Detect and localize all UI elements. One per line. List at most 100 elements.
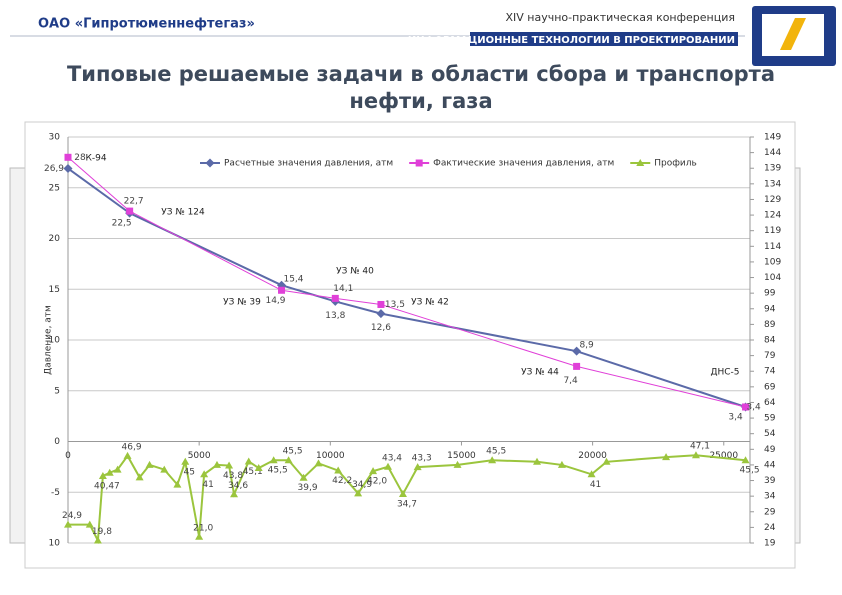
data-label: 42,2 bbox=[332, 476, 352, 486]
annotation: К-94 bbox=[85, 154, 106, 164]
data-label: 41 bbox=[590, 480, 601, 490]
data-label: 46,9 bbox=[122, 442, 142, 452]
data-label: 45,5 bbox=[740, 466, 760, 476]
data-label: 7,4 bbox=[563, 376, 578, 386]
company: ОАО «Гипротюменнефтегаз» bbox=[38, 17, 255, 32]
data-label: 12,6 bbox=[371, 323, 391, 333]
data-label: 14,1 bbox=[333, 284, 353, 294]
data-label: 26,9 bbox=[44, 164, 64, 174]
y2-tick-label: 19 bbox=[764, 539, 776, 549]
data-label: 3,4 bbox=[728, 412, 743, 422]
chart-area bbox=[24, 121, 796, 569]
marker bbox=[691, 451, 700, 459]
data-label: 47,1 bbox=[690, 442, 710, 452]
y2-tick-label: 34 bbox=[764, 492, 776, 502]
x-tick-label: 20000 bbox=[578, 451, 607, 461]
series-line bbox=[68, 454, 746, 545]
y2-tick-label: 29 bbox=[764, 507, 776, 517]
marker bbox=[741, 456, 750, 464]
data-label: 13,8 bbox=[325, 311, 345, 321]
marker bbox=[195, 532, 204, 540]
y2-tick-label: 59 bbox=[764, 414, 776, 424]
marker bbox=[376, 309, 386, 319]
topic-band bbox=[470, 32, 738, 46]
marker bbox=[662, 453, 671, 461]
marker bbox=[123, 451, 132, 459]
x-tick-label: 10000 bbox=[316, 451, 345, 461]
logo-mark bbox=[780, 18, 806, 50]
y2-tick-label: 134 bbox=[764, 179, 781, 189]
marker bbox=[200, 470, 209, 478]
marker bbox=[93, 536, 102, 544]
y2-tick-label: 114 bbox=[764, 242, 781, 252]
y2-tick-label: 99 bbox=[764, 289, 776, 299]
data-label: 40,47 bbox=[94, 481, 120, 491]
marker bbox=[384, 462, 393, 470]
marker bbox=[572, 346, 582, 356]
data-label: 45,5 bbox=[268, 466, 288, 476]
y2-tick-label: 44 bbox=[764, 460, 776, 470]
y-tick-label: 30 bbox=[49, 133, 61, 143]
legend-label: Профиль bbox=[654, 159, 697, 169]
y2-tick-label: 119 bbox=[764, 226, 781, 236]
y2-tick-label: 129 bbox=[764, 195, 781, 205]
marker bbox=[284, 456, 293, 464]
legend-marker bbox=[205, 158, 215, 168]
y2-tick-label: 94 bbox=[764, 304, 776, 314]
marker bbox=[299, 473, 308, 481]
slide-title: нефти, газа bbox=[349, 89, 492, 113]
y-axis-title: Давление, атм bbox=[44, 305, 54, 375]
data-label: 13,5 bbox=[385, 300, 405, 310]
x-tick-label: 25000 bbox=[709, 451, 738, 461]
marker bbox=[354, 489, 363, 497]
data-label: 43,4 bbox=[382, 453, 402, 463]
y2-tick-label: 24 bbox=[764, 523, 776, 533]
data-label: 45,5 bbox=[486, 447, 506, 457]
data-label: 42,0 bbox=[367, 477, 387, 487]
topic: ИНФОРМАЦИОННЫЕ ТЕХНОЛОГИИ В ПРОЕКТИРОВАН… bbox=[408, 35, 735, 46]
x-tick-label: 15000 bbox=[447, 451, 476, 461]
marker bbox=[334, 466, 343, 474]
y2-tick-label: 54 bbox=[764, 429, 776, 439]
data-label: 43,3 bbox=[412, 454, 432, 464]
marker bbox=[212, 460, 221, 468]
marker bbox=[160, 465, 169, 473]
y2-tick-label: 144 bbox=[764, 148, 781, 158]
y2-tick-label: 69 bbox=[764, 382, 776, 392]
legend-label: Фактические значения давления, атм bbox=[433, 159, 614, 169]
marker bbox=[105, 468, 114, 476]
marker bbox=[181, 457, 190, 465]
data-label: 22,5 bbox=[112, 219, 132, 229]
data-label: 22,7 bbox=[124, 197, 144, 207]
data-label: 21,0 bbox=[193, 523, 213, 533]
marker bbox=[369, 467, 378, 475]
x-tick-label: 0 bbox=[65, 451, 71, 461]
y-tick-label: 20 bbox=[49, 234, 61, 244]
marker bbox=[278, 286, 286, 294]
annotation: УЗ № 40 bbox=[336, 267, 374, 277]
legend-marker bbox=[415, 159, 423, 167]
y2-tick-label: 109 bbox=[764, 257, 781, 267]
data-label: 28 bbox=[74, 153, 86, 163]
y2-tick-label: 84 bbox=[764, 336, 776, 346]
data-label: 45,1 bbox=[243, 467, 263, 477]
data-label: 39,9 bbox=[298, 483, 318, 493]
marker bbox=[145, 460, 154, 468]
marker bbox=[587, 470, 596, 478]
x-tick-label: 5000 bbox=[188, 451, 211, 461]
data-label: 34,6 bbox=[228, 481, 248, 491]
marker bbox=[573, 362, 581, 370]
marker bbox=[269, 456, 278, 464]
data-label: 3,4 bbox=[746, 402, 761, 412]
data-label: 45,5 bbox=[283, 447, 303, 457]
annotation: УЗ № 124 bbox=[161, 208, 205, 218]
marker bbox=[453, 460, 462, 468]
y-tick-label: 5 bbox=[54, 386, 60, 396]
y-tick-label: 15 bbox=[49, 285, 60, 295]
annotation: ДНС-5 bbox=[710, 368, 739, 378]
marker bbox=[113, 465, 122, 473]
marker bbox=[533, 457, 542, 465]
data-label: 34,7 bbox=[397, 499, 417, 509]
data-label: 14,9 bbox=[265, 296, 285, 306]
